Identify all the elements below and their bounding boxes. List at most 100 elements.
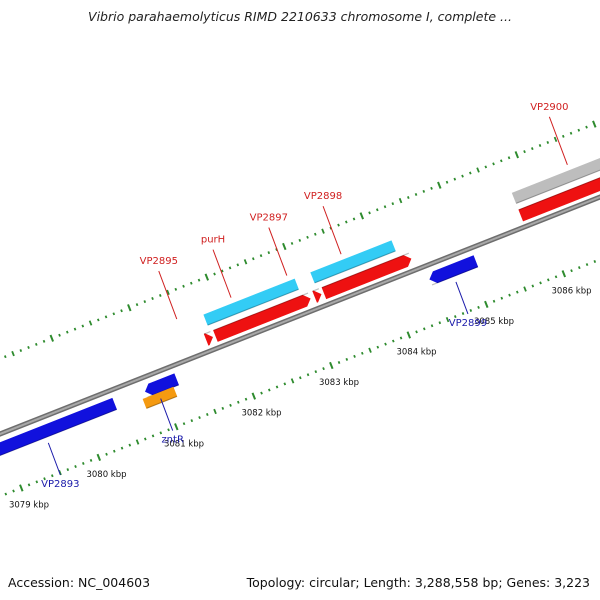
reverse-tick-mark xyxy=(58,469,62,476)
reverse-tick-mark xyxy=(593,260,597,264)
forward-tick-mark xyxy=(204,273,210,281)
forward-tick-mark xyxy=(151,297,154,301)
feature-edge xyxy=(431,266,478,286)
forward-tick-mark xyxy=(523,150,526,154)
forward-tick-mark xyxy=(49,334,55,342)
reverse-tick-mark xyxy=(477,305,480,309)
reverse-tick-mark xyxy=(275,385,279,389)
reverse-tick-mark xyxy=(329,361,334,370)
reverse-tick-mark xyxy=(306,373,310,377)
reverse-tick-mark xyxy=(244,397,248,401)
label-leader-line xyxy=(47,442,61,476)
reverse-tick-mark xyxy=(159,431,163,435)
forward-tick-mark xyxy=(298,238,302,242)
scale-label: 3080 kbp xyxy=(86,470,126,480)
reverse-tick-mark xyxy=(539,281,542,285)
feature-reverse xyxy=(145,373,179,396)
forward-tick-mark xyxy=(569,131,573,135)
reverse-tick-mark xyxy=(423,327,426,331)
reverse-tick-mark xyxy=(174,423,179,431)
forward-tick-mark xyxy=(104,315,108,319)
reverse-tick-mark xyxy=(51,474,54,478)
scale-label: 3083 kbp xyxy=(319,378,359,388)
forward-tick-mark xyxy=(73,327,77,331)
feature-cds xyxy=(518,177,600,222)
forward-tick-mark xyxy=(228,266,232,270)
reverse-tick-mark xyxy=(144,437,147,441)
forward-tick-mark xyxy=(290,241,294,245)
forward-tick-mark xyxy=(337,223,340,227)
reverse-tick-mark xyxy=(570,269,573,273)
gene-label: VP2897 xyxy=(250,213,288,224)
reverse-tick-mark xyxy=(438,321,442,325)
reverse-tick-mark xyxy=(182,422,186,426)
map-title: Vibrio parahaemolyticus RIMD 2210633 chr… xyxy=(88,9,512,24)
reverse-tick-mark xyxy=(384,342,387,346)
forward-tick-mark xyxy=(461,174,464,178)
feature-edge xyxy=(314,250,396,284)
forward-tick-mark xyxy=(282,242,287,251)
reverse-tick-mark xyxy=(82,461,85,465)
feature-cds xyxy=(203,333,213,346)
forward-tick-mark xyxy=(135,303,139,307)
forward-tick-mark xyxy=(321,228,325,234)
reverse-tick-mark xyxy=(190,419,194,423)
gene-label: VP2893 xyxy=(41,479,79,490)
reverse-tick-mark xyxy=(322,367,325,371)
forward-tick-mark xyxy=(422,189,426,193)
feature-edge xyxy=(203,331,211,335)
reverse-tick-mark xyxy=(128,443,132,447)
reverse-tick-mark xyxy=(392,339,395,343)
forward-tick-mark xyxy=(499,159,503,163)
reverse-tick-mark xyxy=(314,370,318,374)
reverse-tick-mark xyxy=(299,376,302,380)
reverse-tick-mark xyxy=(469,308,473,312)
forward-tick-mark xyxy=(174,287,178,291)
feature-edge xyxy=(0,408,117,457)
gene-label: VP2898 xyxy=(304,191,342,202)
forward-tick-mark xyxy=(553,136,558,143)
reverse-tick-mark xyxy=(120,446,124,450)
scale-label: 3084 kbp xyxy=(396,347,436,357)
forward-tick-mark xyxy=(88,320,93,326)
reverse-tick-mark xyxy=(229,403,232,407)
forward-tick-mark xyxy=(182,284,185,288)
feature-edge xyxy=(321,252,410,289)
forward-tick-mark xyxy=(414,192,418,196)
scale-label: 3086 kbp xyxy=(551,286,591,296)
forward-tick-mark xyxy=(96,318,100,322)
reverse-tick-mark xyxy=(492,299,496,303)
forward-tick-mark xyxy=(259,254,263,258)
forward-tick-mark xyxy=(592,120,597,128)
gene-label: VP2895 xyxy=(140,256,178,267)
feature-reverse xyxy=(429,255,479,284)
forward-tick-mark xyxy=(476,167,480,173)
forward-tick-mark xyxy=(143,300,147,304)
reverse-tick-mark xyxy=(547,278,550,282)
reverse-tick-mark xyxy=(135,439,140,445)
forward-tick-mark xyxy=(507,156,511,160)
reverse-tick-mark xyxy=(415,330,418,334)
reverse-tick-mark xyxy=(290,378,295,384)
genome-summary-text: Topology: circular; Length: 3,288,558 bp… xyxy=(246,575,590,590)
reverse-tick-mark xyxy=(283,382,287,386)
forward-tick-mark xyxy=(352,217,356,221)
reverse-tick-mark xyxy=(237,400,240,404)
forward-tick-mark xyxy=(359,212,365,220)
reverse-tick-mark xyxy=(399,336,403,340)
gene-label: zntR xyxy=(161,435,184,446)
forward-tick-mark xyxy=(306,235,309,239)
feature-cds xyxy=(213,294,311,342)
forward-tick-mark xyxy=(530,147,534,151)
feature-cds xyxy=(312,290,322,303)
forward-tick-mark xyxy=(375,208,379,212)
reverse-tick-mark xyxy=(523,286,527,292)
reverse-tick-mark xyxy=(27,483,31,487)
forward-tick-mark xyxy=(406,196,410,200)
forward-tick-mark xyxy=(267,251,271,255)
reverse-tick-mark xyxy=(251,392,257,400)
reverse-tick-mark xyxy=(260,391,263,395)
forward-tick-mark xyxy=(344,220,348,224)
reverse-tick-mark xyxy=(198,416,201,420)
